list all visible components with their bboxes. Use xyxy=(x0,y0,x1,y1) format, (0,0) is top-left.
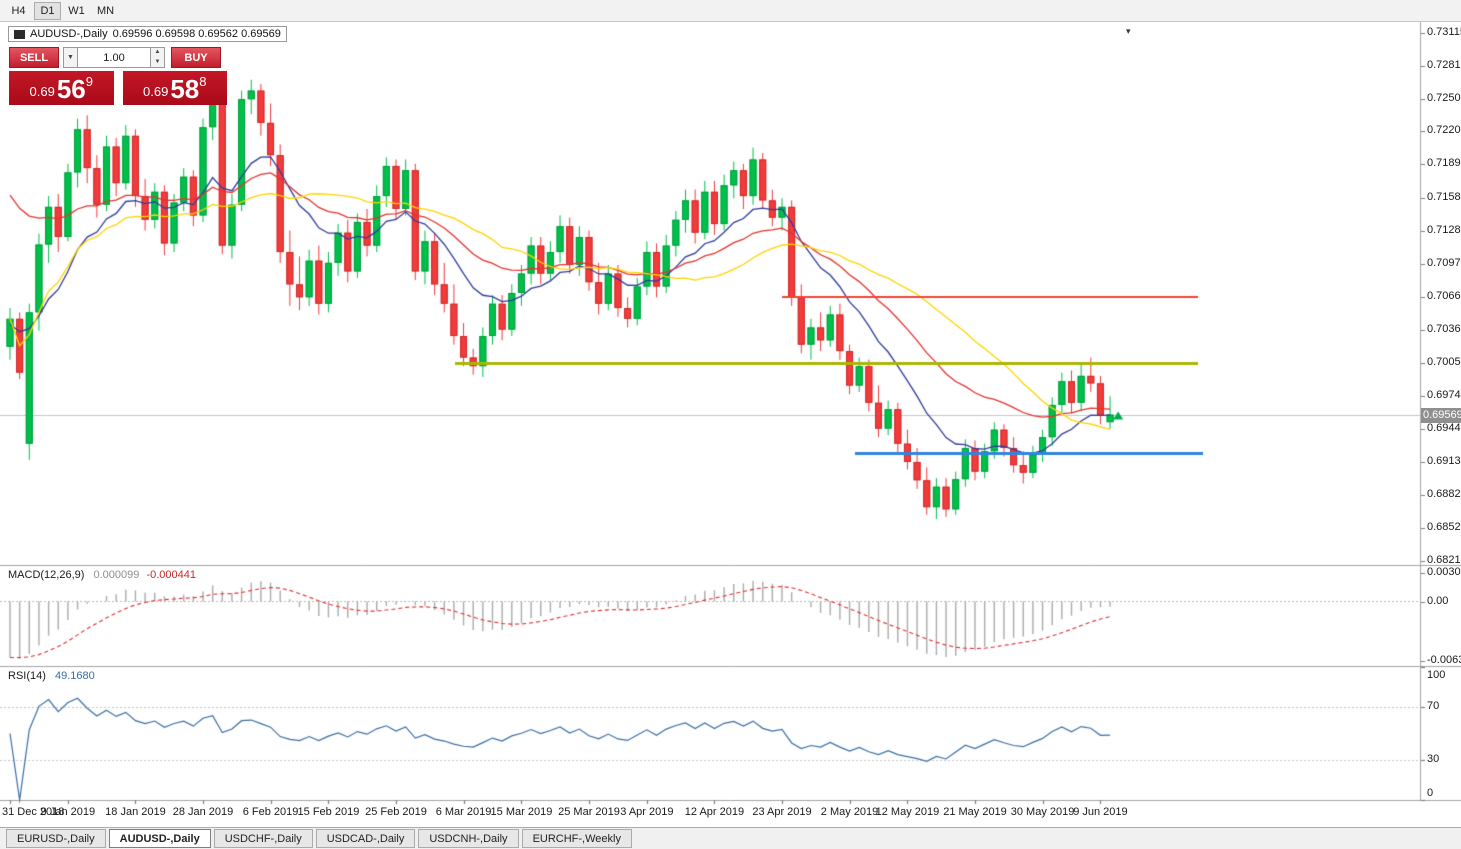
timeframe-button-w1[interactable]: W1 xyxy=(68,4,85,17)
chart-title-bar: AUDUSD-,Daily 0.69596 0.69598 0.69562 0.… xyxy=(8,26,287,42)
sell-price-prefix: 0.69 xyxy=(29,84,55,99)
macd-signal-value: -0.000441 xyxy=(146,569,196,581)
volume-down-icon[interactable]: ▼ xyxy=(151,57,164,67)
buy-price-point: 8 xyxy=(199,74,207,89)
one-click-trading-panel: SELL ▼ 1.00 ▲ ▼ BUY 0.69 56 9 0.69 58 8 xyxy=(9,47,227,105)
chart-icon xyxy=(14,29,25,39)
timeframe-button-h4[interactable]: H4 xyxy=(11,4,26,17)
chart-dropdown-icon[interactable]: ▾ xyxy=(1126,26,1131,36)
buy-price-pips: 58 xyxy=(170,74,200,104)
timeframe-toolbar: H4 D1 W1 MN xyxy=(0,0,1461,22)
rsi-indicator-label: RSI(14) 49.1680 xyxy=(8,670,95,682)
sell-price-point: 9 xyxy=(85,74,93,89)
buy-button[interactable]: BUY xyxy=(171,47,221,68)
chart-symbol-period: AUDUSD-,Daily xyxy=(30,28,108,40)
volume-dropdown-icon[interactable]: ▼ xyxy=(63,47,78,68)
timeframe-button-mn[interactable]: MN xyxy=(96,4,115,17)
chart-tab-usdcnh-daily[interactable]: USDCNH-,Daily xyxy=(418,829,519,848)
sell-price-pips: 56 xyxy=(56,74,86,104)
chart-tab-usdcad-daily[interactable]: USDCAD-,Daily xyxy=(315,829,416,848)
chart-tab-audusd-daily[interactable]: AUDUSD-,Daily xyxy=(108,829,211,848)
macd-main-value: 0.000099 xyxy=(93,569,140,581)
chart-ohlc-values: 0.69596 0.69598 0.69562 0.69569 xyxy=(112,28,281,40)
current-price-tag: 0.69569 xyxy=(1421,407,1461,423)
chart-tab-eurchf-weekly[interactable]: EURCHF-,Weekly xyxy=(521,829,632,848)
sell-button[interactable]: SELL xyxy=(9,47,59,68)
buy-price-display[interactable]: 0.69 58 8 xyxy=(122,71,227,105)
macd-title: MACD(12,26,9) xyxy=(8,569,85,581)
chart-tabs-bar: EURUSD-,Daily AUDUSD-,Daily USDCHF-,Daily U… xyxy=(0,827,1461,849)
timeframe-button-d1[interactable]: D1 xyxy=(34,1,61,20)
buy-price-prefix: 0.69 xyxy=(143,84,169,99)
rsi-title: RSI(14) xyxy=(8,670,46,682)
volume-stepper[interactable]: ▲ ▼ xyxy=(151,47,165,68)
macd-indicator-label: MACD(12,26,9) 0.000099 -0.000441 xyxy=(8,569,196,581)
volume-input[interactable]: 1.00 xyxy=(78,47,151,68)
rsi-value: 49.1680 xyxy=(54,670,95,682)
chart-tab-usdchf-daily[interactable]: USDCHF-,Daily xyxy=(213,829,313,848)
volume-up-icon[interactable]: ▲ xyxy=(151,48,164,58)
sell-price-display[interactable]: 0.69 56 9 xyxy=(9,71,114,105)
chart-tab-eurusd-daily[interactable]: EURUSD-,Daily xyxy=(6,829,106,848)
